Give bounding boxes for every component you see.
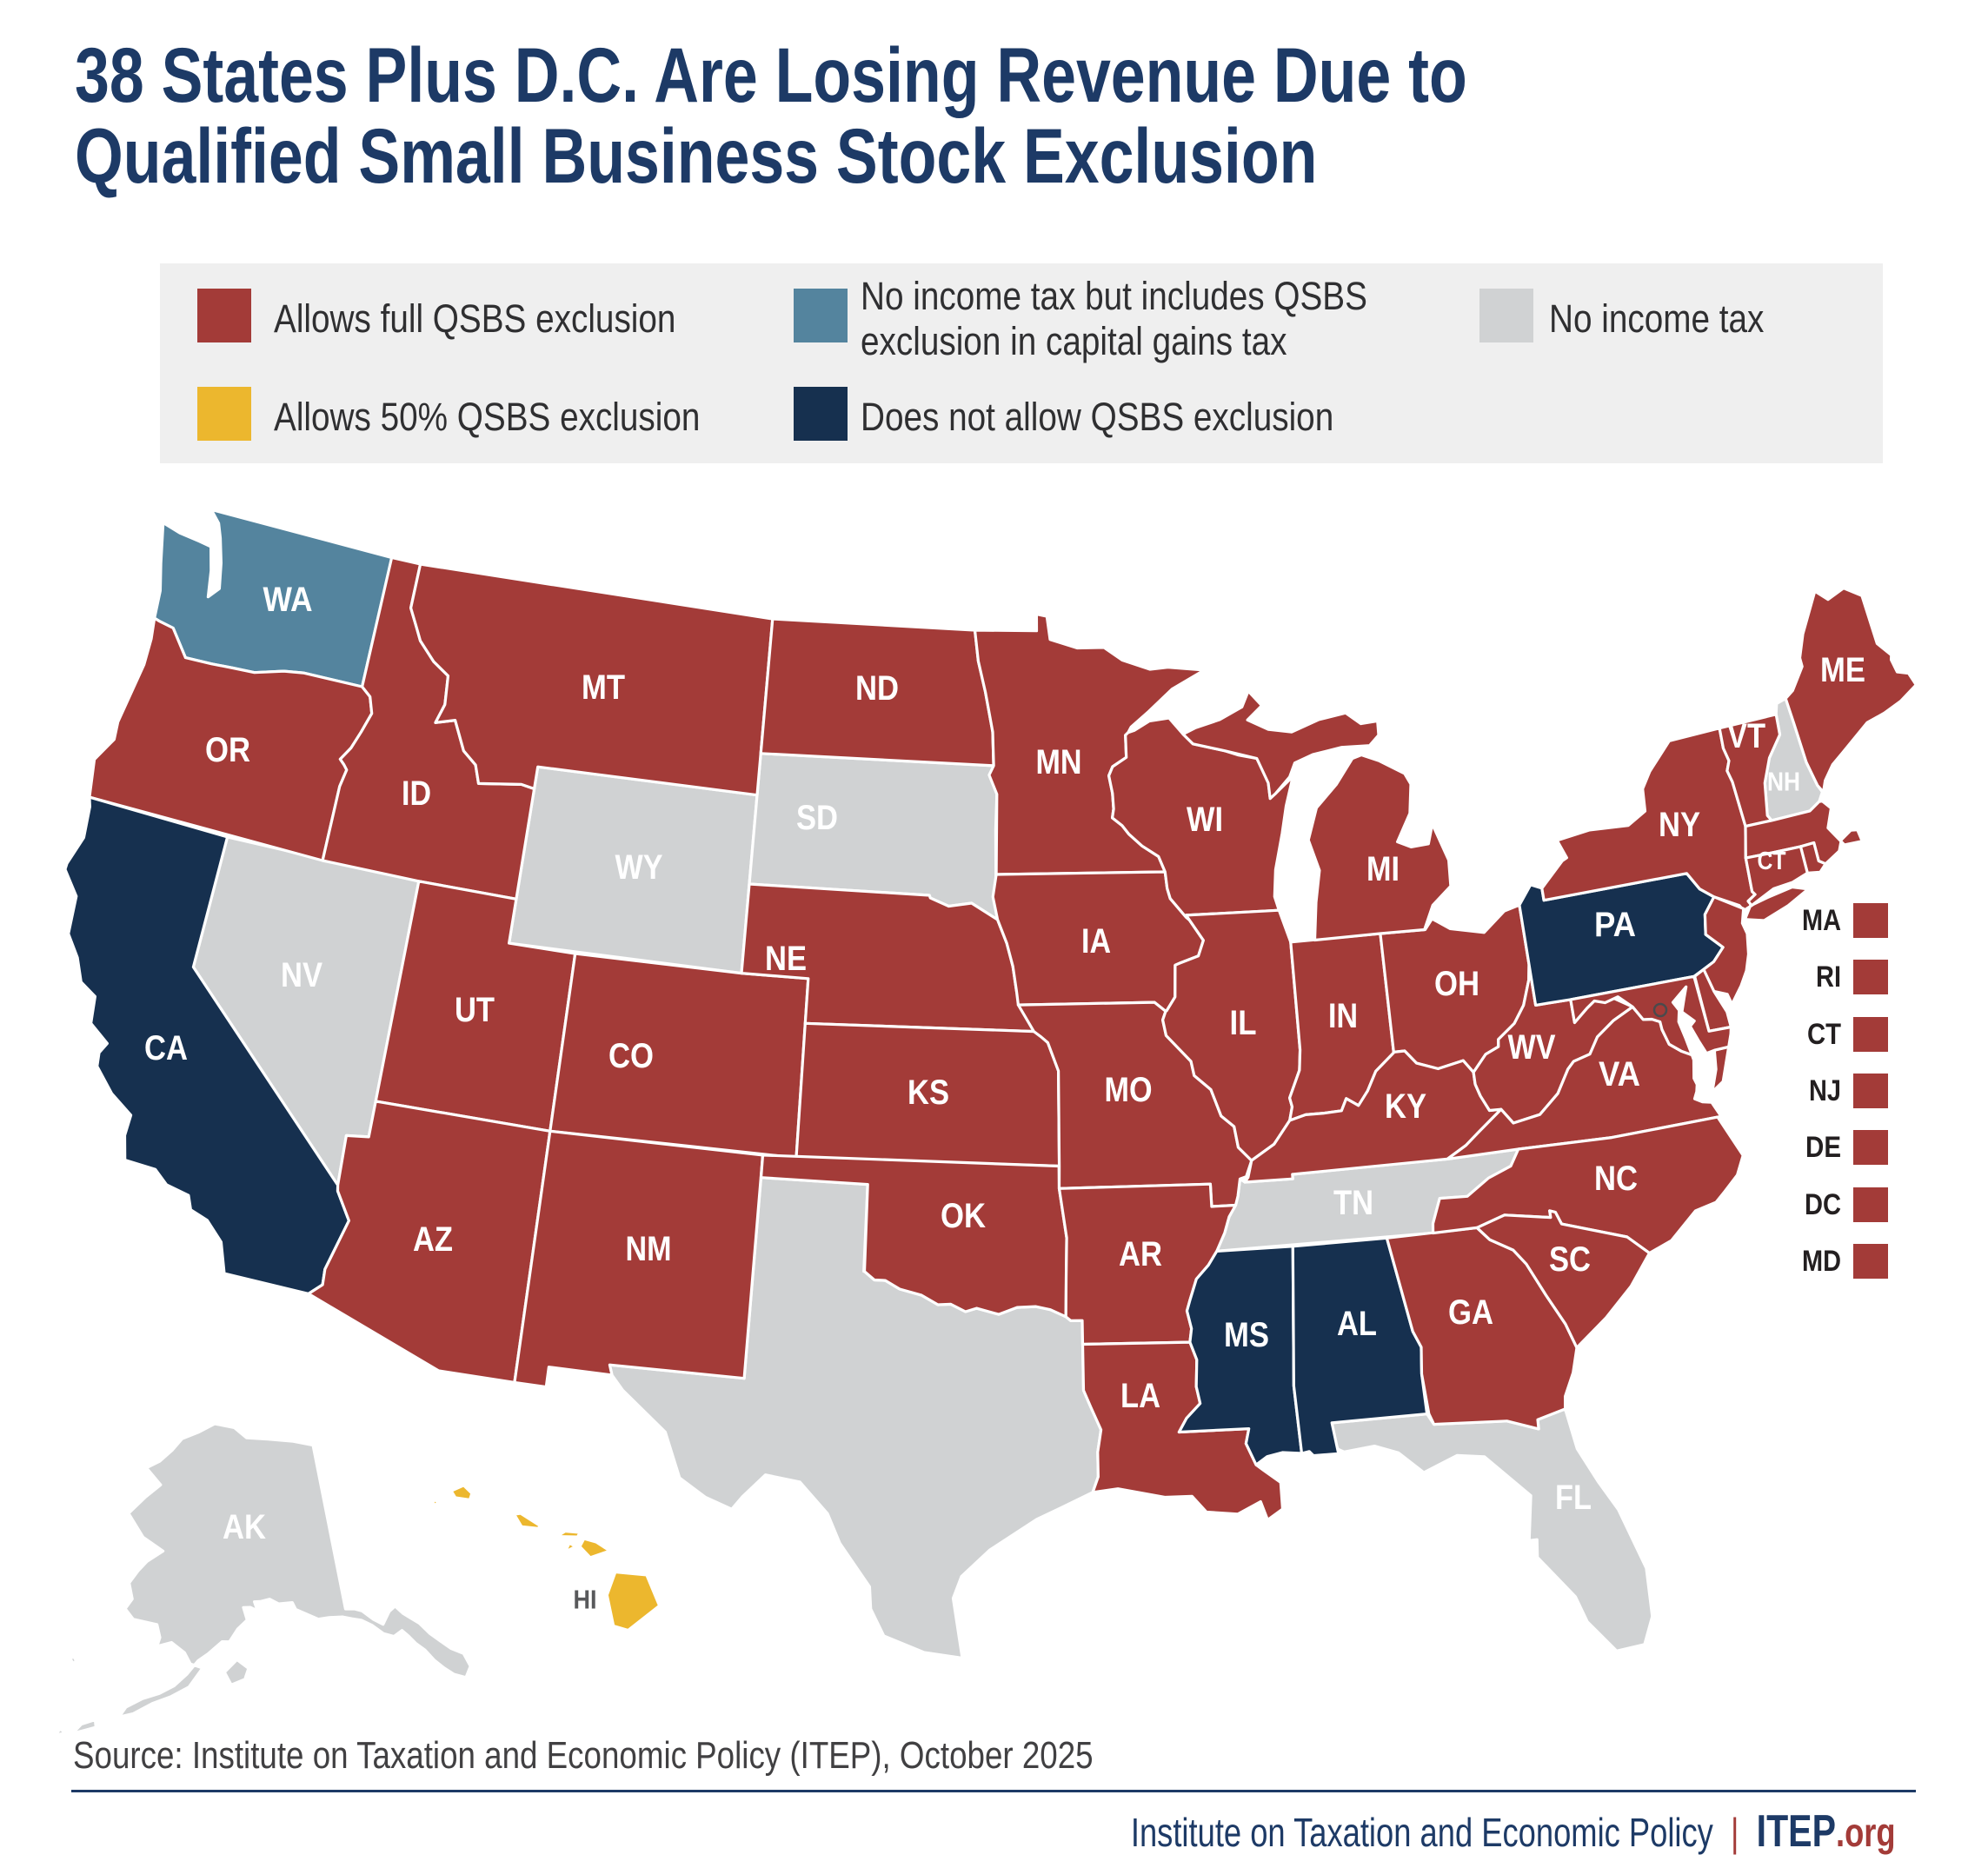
svg-text:OH: OH	[1434, 965, 1479, 1003]
svg-text:AZ: AZ	[413, 1220, 453, 1259]
svg-text:HI: HI	[574, 1585, 597, 1615]
svg-text:KS: KS	[908, 1074, 949, 1112]
svg-text:FL: FL	[1555, 1479, 1592, 1517]
svg-text:TN: TN	[1333, 1184, 1373, 1222]
svg-text:MN: MN	[1036, 743, 1082, 781]
svg-text:WV: WV	[1508, 1028, 1556, 1067]
svg-text:NV: NV	[281, 956, 322, 994]
svg-text:MO: MO	[1105, 1071, 1153, 1109]
svg-text:IN: IN	[1328, 997, 1358, 1035]
svg-text:VA: VA	[1599, 1055, 1640, 1094]
svg-text:NJ: NJ	[1809, 1074, 1841, 1107]
svg-text:LA: LA	[1120, 1377, 1160, 1415]
svg-text:WA: WA	[263, 581, 313, 619]
svg-text:SC: SC	[1549, 1240, 1591, 1279]
svg-text:CT: CT	[1807, 1018, 1841, 1051]
svg-text:MT: MT	[582, 668, 625, 707]
svg-text:SD: SD	[796, 799, 838, 837]
svg-text:WI: WI	[1187, 801, 1223, 839]
svg-text:NC: NC	[1594, 1160, 1638, 1198]
svg-text:PA: PA	[1594, 906, 1636, 944]
svg-text:OK: OK	[941, 1197, 986, 1235]
svg-text:DC: DC	[1805, 1188, 1841, 1221]
svg-text:TX: TX	[433, 1390, 471, 1428]
svg-text:AK: AK	[223, 1508, 266, 1546]
svg-text:NH: NH	[1767, 767, 1800, 797]
svg-text:NM: NM	[626, 1230, 672, 1268]
svg-text:DE: DE	[1805, 1131, 1841, 1164]
svg-text:MD: MD	[1802, 1245, 1841, 1278]
svg-text:NY: NY	[1659, 806, 1700, 844]
svg-text:WY: WY	[615, 848, 663, 887]
svg-text:RI: RI	[1816, 961, 1841, 994]
svg-text:MI: MI	[1366, 850, 1400, 888]
svg-text:CA: CA	[144, 1029, 188, 1067]
svg-text:IL: IL	[1230, 1004, 1257, 1042]
svg-text:VT: VT	[1727, 717, 1765, 755]
svg-text:AR: AR	[1119, 1235, 1162, 1273]
svg-text:IA: IA	[1081, 922, 1111, 961]
svg-text:NE: NE	[765, 940, 807, 978]
svg-text:UT: UT	[455, 991, 495, 1029]
svg-text:CT: CT	[1758, 848, 1786, 875]
svg-text:ID: ID	[402, 774, 431, 813]
svg-text:OR: OR	[205, 731, 250, 769]
svg-text:MA: MA	[1802, 904, 1841, 937]
svg-text:ND: ND	[855, 669, 899, 708]
svg-text:ME: ME	[1820, 651, 1865, 689]
svg-text:GA: GA	[1448, 1293, 1493, 1332]
svg-text:AL: AL	[1337, 1305, 1377, 1343]
svg-text:KY: KY	[1385, 1087, 1426, 1126]
svg-text:MS: MS	[1224, 1316, 1269, 1354]
svg-text:CO: CO	[608, 1037, 654, 1075]
